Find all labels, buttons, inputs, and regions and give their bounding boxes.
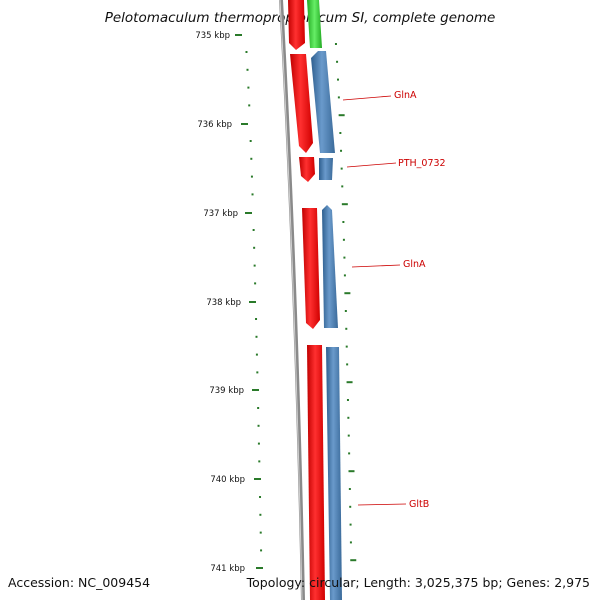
gene-label-pth0732[interactable]: PTH_0732 xyxy=(398,158,446,169)
genome-summary: Topology: circular; Length: 3,025,375 bp… xyxy=(246,575,590,590)
tick-label-736: 736 kbp xyxy=(197,120,232,130)
gene-leader-pth0732 xyxy=(346,162,397,168)
feature-forward-3[interactable] xyxy=(299,157,315,182)
tick-label-735: 735 kbp xyxy=(195,31,230,41)
feature-reverse-1[interactable] xyxy=(311,51,335,153)
feature-green[interactable] xyxy=(307,0,322,48)
feature-reverse-2[interactable] xyxy=(319,158,333,180)
ruler-marks-right xyxy=(334,43,357,562)
tick-label-740: 740 kbp xyxy=(210,475,245,485)
gene-label-glna[interactable]: GlnA xyxy=(403,259,426,270)
backbone-arc-highlight xyxy=(279,0,303,600)
tick-label-737: 737 kbp xyxy=(203,209,238,219)
feature-reverse-4[interactable] xyxy=(326,347,342,600)
feature-forward-2[interactable] xyxy=(290,54,313,153)
feature-forward-5[interactable] xyxy=(307,345,325,600)
gene-leader-gltb xyxy=(357,503,407,506)
feature-forward-4[interactable] xyxy=(302,208,320,329)
backbone-arc xyxy=(279,0,305,600)
gene-leader-glna-1 xyxy=(342,95,392,101)
ruler xyxy=(235,34,263,569)
gene-leader-glna-2 xyxy=(351,264,401,268)
tick-label-741: 741 kbp xyxy=(210,564,245,574)
gene-label-gltb[interactable]: GltB xyxy=(409,499,429,510)
gene-label-glna[interactable]: GlnA xyxy=(394,90,417,101)
tick-label-739: 739 kbp xyxy=(209,386,244,396)
feature-forward-1[interactable] xyxy=(288,0,305,50)
feature-reverse-3[interactable] xyxy=(322,205,338,328)
accession-label: Accession: NC_009454 xyxy=(8,575,151,590)
tick-label-738: 738 kbp xyxy=(206,298,241,308)
